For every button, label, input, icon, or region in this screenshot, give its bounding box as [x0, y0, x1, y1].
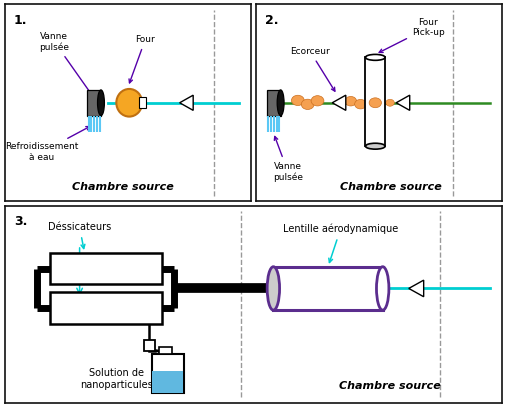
Ellipse shape	[116, 89, 142, 116]
Text: Vanne
pulsée: Vanne pulsée	[39, 32, 94, 97]
Ellipse shape	[386, 99, 394, 106]
Text: Four
Pick-up: Four Pick-up	[379, 18, 445, 53]
Ellipse shape	[366, 143, 385, 149]
Polygon shape	[409, 280, 424, 297]
Text: Chambre source: Chambre source	[72, 182, 174, 192]
Ellipse shape	[277, 90, 284, 116]
Text: 2.: 2.	[265, 14, 278, 27]
Bar	[273, 267, 383, 310]
Bar	[139, 97, 146, 108]
Bar	[159, 347, 171, 354]
Ellipse shape	[366, 55, 385, 60]
Polygon shape	[332, 95, 346, 110]
Bar	[143, 340, 155, 350]
Text: Chambre source: Chambre source	[340, 182, 442, 192]
Text: Chambre source: Chambre source	[339, 381, 441, 391]
Ellipse shape	[311, 96, 324, 106]
Text: Four: Four	[129, 35, 155, 83]
Text: Refroidissement
à eau: Refroidissement à eau	[5, 127, 90, 162]
Polygon shape	[179, 95, 193, 110]
Text: Vanne
pulsée: Vanne pulsée	[273, 136, 303, 182]
Ellipse shape	[292, 95, 304, 105]
Text: Ecorceur: Ecorceur	[290, 47, 335, 91]
Bar	[87, 90, 101, 116]
Text: Lentille aérodynamique: Lentille aérodynamique	[283, 224, 398, 263]
Bar	[366, 57, 385, 146]
Bar	[50, 292, 162, 324]
Bar	[152, 354, 184, 393]
Text: Déssicateurs: Déssicateurs	[48, 222, 111, 249]
Bar	[50, 253, 162, 284]
Ellipse shape	[345, 96, 356, 106]
Ellipse shape	[369, 98, 381, 108]
Ellipse shape	[354, 99, 367, 109]
Ellipse shape	[267, 267, 279, 310]
Text: Solution de
nanoparticules: Solution de nanoparticules	[81, 368, 162, 390]
Text: 3.: 3.	[14, 215, 27, 228]
Ellipse shape	[377, 267, 389, 310]
Text: 1.: 1.	[14, 14, 27, 27]
Polygon shape	[396, 95, 410, 110]
Ellipse shape	[97, 90, 104, 116]
Ellipse shape	[301, 99, 314, 109]
Bar	[152, 371, 184, 393]
Bar	[267, 90, 281, 116]
